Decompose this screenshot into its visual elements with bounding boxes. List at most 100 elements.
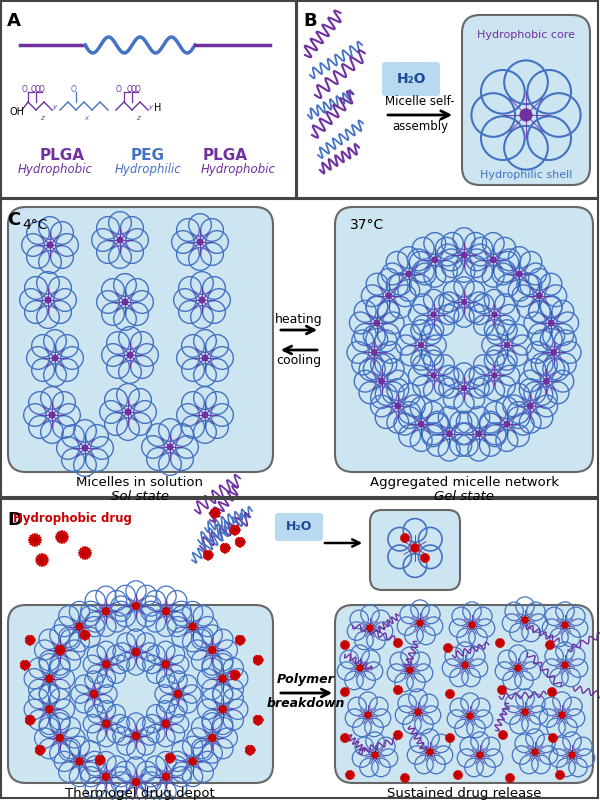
Circle shape (521, 709, 529, 715)
Circle shape (122, 298, 128, 306)
Circle shape (407, 666, 413, 674)
Circle shape (431, 373, 436, 378)
Circle shape (56, 646, 64, 654)
Circle shape (397, 734, 399, 736)
Text: PEG: PEG (131, 148, 165, 163)
Circle shape (562, 662, 568, 668)
Circle shape (199, 297, 205, 303)
Circle shape (98, 758, 101, 762)
Circle shape (371, 350, 377, 355)
Circle shape (414, 547, 416, 549)
Circle shape (91, 691, 97, 697)
Circle shape (502, 734, 504, 736)
Circle shape (257, 658, 259, 662)
Circle shape (163, 774, 169, 779)
Text: z: z (40, 115, 44, 121)
FancyBboxPatch shape (335, 605, 593, 783)
Circle shape (169, 757, 172, 759)
Text: O: O (71, 86, 77, 94)
Circle shape (356, 665, 364, 671)
Circle shape (536, 293, 542, 299)
Circle shape (76, 622, 83, 630)
Bar (1, 1, 296, 198)
Circle shape (220, 676, 226, 682)
Circle shape (532, 749, 539, 755)
Circle shape (77, 758, 82, 764)
Text: Micelles in solution: Micelles in solution (77, 476, 203, 489)
Circle shape (562, 622, 569, 629)
FancyBboxPatch shape (382, 62, 440, 96)
Circle shape (520, 109, 532, 122)
Circle shape (76, 758, 83, 766)
Text: Hydrophobic drug: Hydrophobic drug (13, 512, 131, 525)
Circle shape (49, 412, 55, 418)
Circle shape (549, 644, 551, 646)
Text: 4°C: 4°C (22, 218, 47, 232)
Text: C: C (7, 211, 20, 229)
Circle shape (83, 634, 86, 636)
Circle shape (162, 773, 170, 781)
Circle shape (490, 257, 496, 263)
Circle shape (214, 512, 217, 514)
Circle shape (365, 711, 371, 718)
Circle shape (504, 342, 510, 348)
Circle shape (202, 412, 208, 418)
Circle shape (415, 710, 421, 714)
Circle shape (379, 378, 385, 384)
Circle shape (202, 354, 208, 362)
Text: D: D (7, 511, 22, 529)
Circle shape (418, 421, 424, 427)
Circle shape (239, 541, 241, 543)
Circle shape (188, 758, 197, 766)
Text: Sustained drug release: Sustained drug release (387, 787, 541, 800)
Text: Thermogel drug depot: Thermogel drug depot (65, 787, 215, 800)
Circle shape (56, 734, 64, 742)
Circle shape (523, 710, 527, 714)
Circle shape (224, 546, 226, 550)
Text: O: O (116, 86, 122, 94)
Circle shape (29, 718, 31, 722)
Text: Sol state: Sol state (111, 490, 169, 503)
Circle shape (125, 409, 131, 415)
Circle shape (52, 354, 58, 362)
Circle shape (163, 721, 169, 726)
Circle shape (476, 751, 484, 758)
Circle shape (491, 312, 497, 318)
Text: cooling: cooling (277, 354, 322, 367)
Circle shape (386, 293, 392, 299)
Circle shape (446, 430, 452, 437)
Circle shape (83, 551, 87, 555)
Circle shape (133, 779, 139, 785)
Circle shape (461, 662, 469, 669)
Circle shape (133, 734, 139, 738)
Text: O: O (35, 86, 41, 94)
Text: Hydrophobic: Hydrophobic (17, 163, 92, 176)
Circle shape (431, 257, 438, 263)
Circle shape (515, 665, 521, 671)
Circle shape (501, 689, 503, 691)
Text: Hydrophobic core: Hydrophobic core (477, 30, 575, 40)
Circle shape (161, 720, 170, 728)
Circle shape (365, 712, 371, 718)
Circle shape (461, 299, 467, 305)
Circle shape (559, 774, 561, 776)
Text: Hydrophobic: Hydrophobic (200, 163, 275, 176)
Bar (1, 499, 598, 798)
Bar (297, 1, 598, 198)
Circle shape (103, 609, 109, 614)
Circle shape (103, 774, 109, 779)
Circle shape (127, 352, 133, 358)
Circle shape (102, 607, 110, 615)
Circle shape (499, 642, 501, 644)
Circle shape (551, 690, 553, 693)
Circle shape (218, 674, 227, 682)
Circle shape (457, 774, 459, 776)
FancyBboxPatch shape (335, 207, 593, 472)
Circle shape (167, 444, 173, 450)
Text: PLGA: PLGA (40, 148, 85, 163)
Circle shape (77, 624, 82, 630)
Circle shape (220, 706, 226, 712)
Circle shape (132, 778, 140, 786)
Circle shape (82, 445, 88, 451)
Circle shape (373, 752, 377, 758)
